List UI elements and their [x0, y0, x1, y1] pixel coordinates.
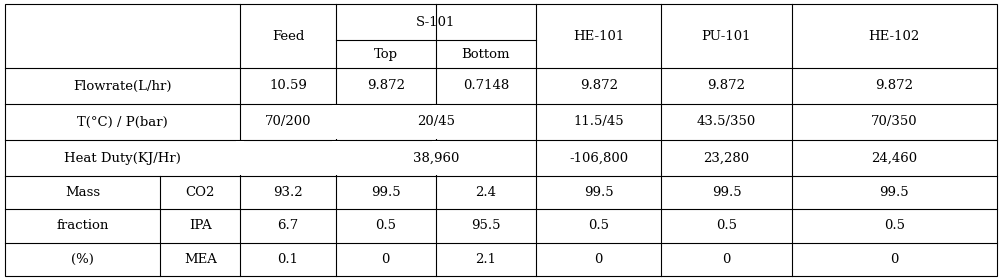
Text: 93.2: 93.2	[274, 186, 303, 199]
Text: Top: Top	[374, 48, 398, 60]
Text: S-101: S-101	[416, 16, 456, 29]
Text: 99.5: 99.5	[371, 186, 401, 199]
Text: 9.872: 9.872	[876, 80, 913, 92]
Text: Flowrate(L/hr): Flowrate(L/hr)	[73, 80, 172, 92]
Text: 23,280: 23,280	[703, 151, 749, 165]
Text: 24,460: 24,460	[871, 151, 918, 165]
Text: 95.5: 95.5	[471, 220, 501, 232]
Text: Heat Duty(KJ/Hr): Heat Duty(KJ/Hr)	[64, 151, 181, 165]
Text: 0: 0	[594, 253, 603, 266]
Text: 0.5: 0.5	[716, 220, 736, 232]
Text: 99.5: 99.5	[584, 186, 613, 199]
Text: 11.5/45: 11.5/45	[573, 115, 624, 129]
Text: Feed: Feed	[272, 30, 305, 43]
Text: 9.872: 9.872	[707, 80, 745, 92]
Text: Mass: Mass	[65, 186, 100, 199]
Text: 0: 0	[382, 253, 390, 266]
Text: MEA: MEA	[184, 253, 216, 266]
Text: 0: 0	[722, 253, 730, 266]
Text: fraction: fraction	[56, 220, 109, 232]
Text: PU-101: PU-101	[701, 30, 752, 43]
Text: 0.7148: 0.7148	[463, 80, 509, 92]
Bar	[236, 141, 244, 175]
Text: 0.5: 0.5	[376, 220, 396, 232]
Text: 2.1: 2.1	[476, 253, 496, 266]
Text: 6.7: 6.7	[278, 220, 299, 232]
Text: 70/200: 70/200	[265, 115, 312, 129]
Bar	[432, 141, 440, 175]
Text: 0.1: 0.1	[278, 253, 299, 266]
Text: 70/350: 70/350	[871, 115, 918, 129]
Text: Bottom: Bottom	[462, 48, 510, 60]
Text: 99.5: 99.5	[880, 186, 909, 199]
Text: HE-102: HE-102	[869, 30, 920, 43]
Text: 0: 0	[890, 253, 899, 266]
Text: 9.872: 9.872	[580, 80, 617, 92]
Text: IPA: IPA	[189, 220, 211, 232]
Bar	[332, 105, 340, 139]
Bar	[332, 141, 340, 175]
Text: 2.4: 2.4	[476, 186, 496, 199]
Text: -106,800: -106,800	[569, 151, 628, 165]
Text: 0.5: 0.5	[588, 220, 609, 232]
Text: T(°C) / P(bar): T(°C) / P(bar)	[77, 115, 168, 129]
Bar	[432, 105, 440, 139]
Text: 9.872: 9.872	[367, 80, 405, 92]
Text: (%): (%)	[71, 253, 94, 266]
Text: 20/45: 20/45	[417, 115, 455, 129]
Text: 38,960: 38,960	[413, 151, 459, 165]
Text: 10.59: 10.59	[270, 80, 307, 92]
Text: 43.5/350: 43.5/350	[696, 115, 757, 129]
Text: CO2: CO2	[185, 186, 215, 199]
Text: 99.5: 99.5	[711, 186, 741, 199]
Text: 0.5: 0.5	[884, 220, 905, 232]
Text: HE-101: HE-101	[573, 30, 624, 43]
